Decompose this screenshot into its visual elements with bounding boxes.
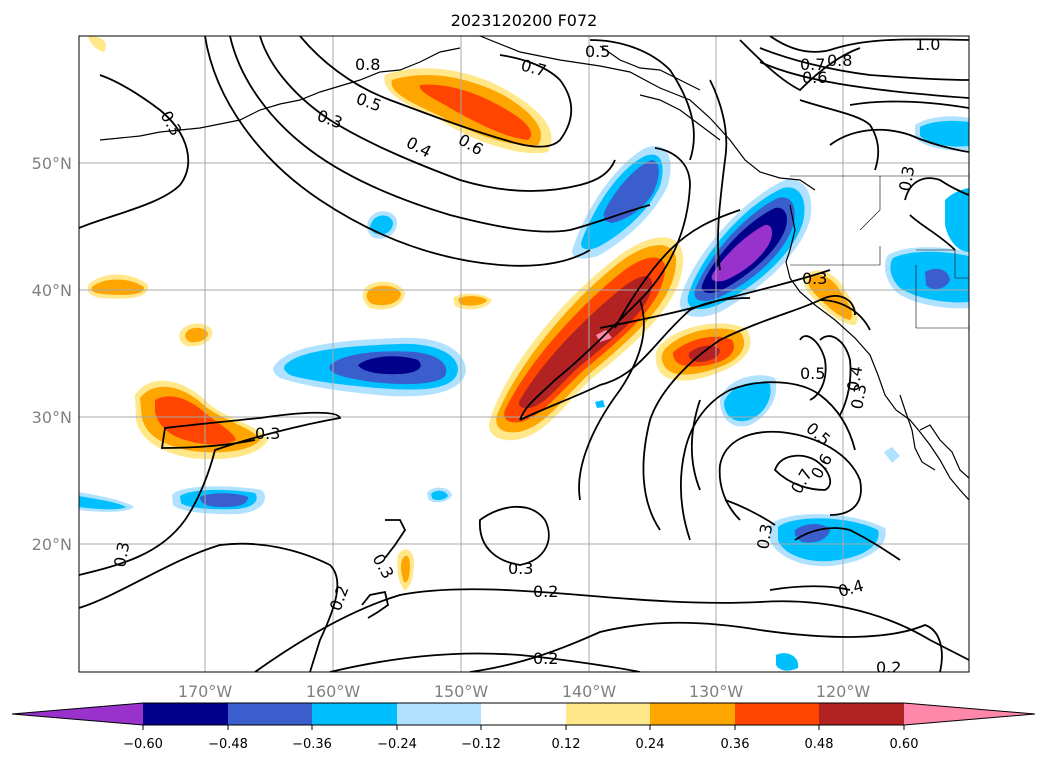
colorbar-extend-max <box>904 703 1035 725</box>
lon-label: 140°W <box>562 682 617 701</box>
contour-label: 0.5 <box>585 42 610 61</box>
map-area: 0.3 0.5 0.3 0.4 0.6 0.7 0.5 0.8 0.7 0.6 … <box>79 35 969 677</box>
colorbar-bin <box>312 703 397 725</box>
graticule <box>79 36 969 672</box>
longitude-labels: 170°W 160°W 150°W 140°W 130°W 120°W <box>178 682 871 701</box>
contour-lines <box>79 36 969 672</box>
colorbar-tick-label: 0.60 <box>890 737 919 752</box>
contour-label: 0.8 <box>827 51 852 70</box>
contour-label: 0.2 <box>533 582 558 601</box>
latitude-labels: 50°N 40°N 30°N 20°N <box>32 154 72 554</box>
contour-label: 0.3 <box>895 164 918 192</box>
contour-label: 1.0 <box>915 35 940 54</box>
colorbar-tick-label: 0.12 <box>552 737 581 752</box>
colorbar-bin <box>481 703 566 725</box>
map-title: 2023120200 F072 <box>451 11 598 30</box>
colorbar-bin <box>228 703 312 725</box>
colorbar-bin <box>650 703 735 725</box>
colorbar-tick-label: −0.12 <box>461 737 501 752</box>
lon-label: 160°W <box>306 682 361 701</box>
borders <box>790 175 969 329</box>
contour-label: 0.3 <box>847 382 870 410</box>
colorbar-tick-label: −0.36 <box>292 737 332 752</box>
contour-label: 0.4 <box>843 364 866 392</box>
contour-label: 0.3 <box>508 559 533 578</box>
colorbar-bin <box>735 703 819 725</box>
lon-label: 130°W <box>689 682 744 701</box>
colorbar-tick-label: −0.60 <box>123 737 163 752</box>
lon-label: 170°W <box>178 682 233 701</box>
colorbar-extend-min <box>12 703 143 725</box>
contour-label: 0.6 <box>802 68 827 87</box>
positive-shading <box>87 36 858 590</box>
colorbar-tick-label: 0.24 <box>636 737 665 752</box>
contour-label: 0.8 <box>355 55 380 74</box>
lat-label: 30°N <box>32 408 72 427</box>
lat-label: 50°N <box>32 154 72 173</box>
colorbar-bin <box>143 703 228 725</box>
colorbar-ticks <box>142 725 905 730</box>
colorbar-tick-label: 0.36 <box>721 737 750 752</box>
contour-label: 0.3 <box>255 424 280 443</box>
contour-label: 0.3 <box>802 269 827 288</box>
map-frame <box>78 35 970 673</box>
colorbar-bin <box>819 703 904 725</box>
lon-label: 120°W <box>816 682 871 701</box>
contour-label: 0.7 <box>800 55 825 74</box>
lat-label: 20°N <box>32 535 72 554</box>
colorbar-tick-label: −0.48 <box>208 737 248 752</box>
colorbar-tick-label: −0.24 <box>377 737 417 752</box>
contour-label: 0.5 <box>800 364 825 383</box>
coastlines <box>99 36 969 501</box>
contour-label: 0.2 <box>533 649 558 668</box>
lat-label: 40°N <box>32 281 72 300</box>
colorbar-bin <box>566 703 650 725</box>
colorbar: −0.60 −0.48 −0.36 −0.24 −0.12 0.12 0.24 … <box>11 702 1036 752</box>
contour-label: 0.3 <box>753 522 776 550</box>
colorbar-bin <box>397 703 481 725</box>
colorbar-tick-label: 0.48 <box>805 737 834 752</box>
contour-label: 0.3 <box>110 540 133 568</box>
contour-label: 0.2 <box>876 658 901 677</box>
lon-label: 150°W <box>434 682 489 701</box>
